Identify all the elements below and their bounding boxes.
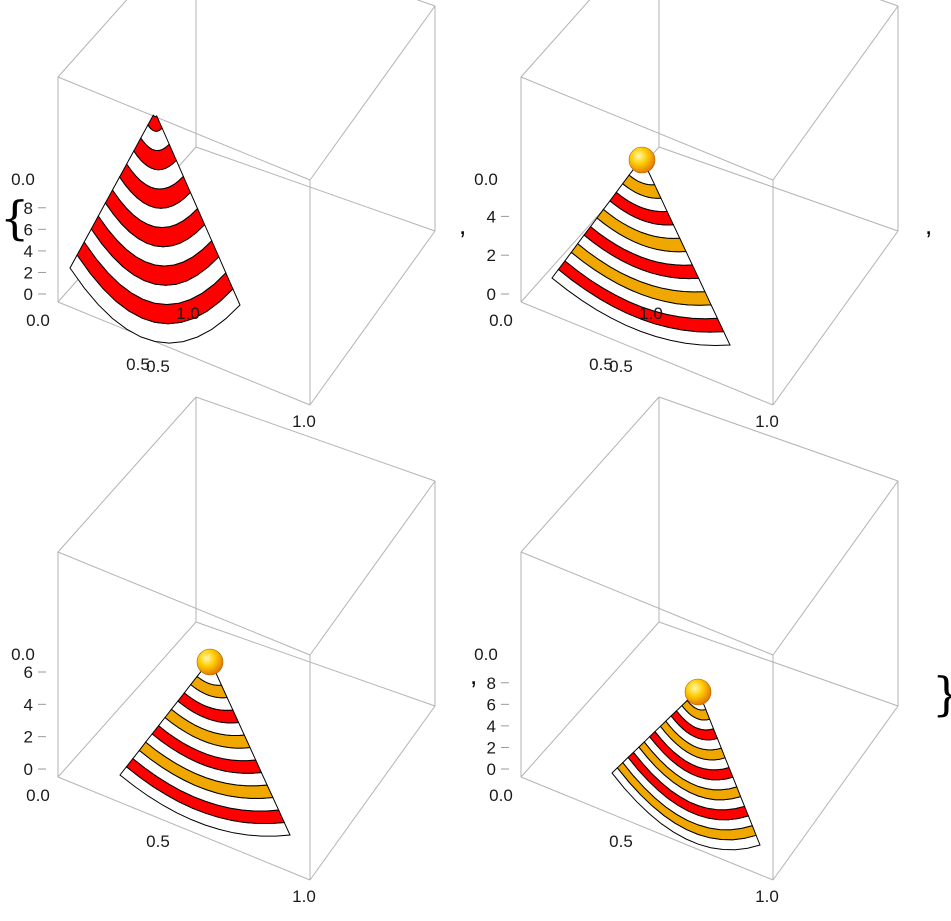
plot-panel-3: 1.0 0.5 0.0 0.0 0.5 1.0 0 2 4 6 — [11, 304, 436, 906]
y-tick-label: 0.5 — [126, 355, 150, 374]
box-edge — [520, 396, 660, 553]
x-tick-label: 1.0 — [755, 412, 779, 431]
list-separator-1: , — [459, 210, 466, 240]
x-tick-label: 0.0 — [26, 786, 50, 805]
y-tick-label: 0.0 — [11, 645, 35, 664]
box-edge — [658, 146, 899, 232]
z-tick-label: 0 — [487, 285, 496, 304]
z-tick-label: 2 — [487, 738, 496, 757]
box-edge — [57, 551, 311, 656]
box-edge — [195, 146, 436, 232]
list-close-brace: } — [932, 667, 951, 721]
plot-panel-1: 1.0 0.5 0.0 0.0 0.5 1.0 0 2 4 6 8 — [11, 0, 436, 431]
box-edge — [309, 480, 436, 656]
box-edge — [57, 396, 197, 553]
apex-sphere — [196, 648, 224, 676]
z-tick-label: 4 — [487, 207, 496, 226]
box-edge — [309, 230, 436, 406]
box-edge — [520, 76, 774, 181]
x-tick-label: 0.5 — [609, 357, 633, 376]
box-edge — [416, 0, 436, 7]
z-tick-label: 2 — [24, 263, 33, 282]
box-edge — [57, 621, 197, 778]
list-separator-2: , — [925, 210, 932, 240]
x-tick-label: 0.0 — [489, 786, 513, 805]
box-edge — [309, 705, 436, 881]
y-tick-label: 0.5 — [589, 355, 613, 374]
box-edge — [772, 5, 899, 181]
z-tick-label: 2 — [24, 728, 33, 747]
z-tick-label: 4 — [24, 695, 33, 714]
box-edge — [57, 776, 311, 881]
y-tick-label: 0.0 — [474, 170, 498, 189]
list-separator-3: , — [470, 660, 477, 690]
box-edge — [520, 621, 660, 778]
plot-panel-4: 1.0 0.5 0.0 0.0 0.5 1.0 0 2 4 6 8 — [474, 304, 899, 906]
box-edge — [658, 621, 899, 707]
x-tick-label: 0.0 — [489, 311, 513, 330]
box-edge — [195, 621, 436, 707]
box-edge — [57, 0, 128, 78]
z-tick-label: 0 — [24, 760, 33, 779]
z-tick-label: 6 — [24, 220, 33, 239]
y-tick-label: 1.0 — [639, 304, 663, 323]
box-edge — [520, 551, 774, 656]
apex-sphere — [628, 146, 656, 174]
box-edge — [520, 301, 774, 406]
x-tick-label: 0.5 — [146, 357, 170, 376]
list-open-brace: { — [0, 191, 29, 245]
z-tick-label: 8 — [24, 199, 33, 218]
z-tick-label: 8 — [487, 674, 496, 693]
x-tick-label: 1.0 — [755, 887, 779, 906]
box-edge — [879, 0, 899, 7]
z-tick-label: 4 — [487, 717, 496, 736]
box-edge — [520, 0, 591, 78]
box-edge — [658, 396, 899, 482]
box-edge — [195, 396, 436, 482]
z-tick-label: 2 — [487, 246, 496, 265]
z-tick-label: 4 — [24, 242, 33, 261]
box-edge — [309, 5, 436, 181]
z-tick-label: 0 — [24, 285, 33, 304]
box-edge — [772, 705, 899, 881]
x-tick-label: 1.0 — [292, 887, 316, 906]
x-tick-label: 0.5 — [609, 832, 633, 851]
y-tick-label: 0.0 — [11, 170, 35, 189]
box-edge — [772, 480, 899, 656]
x-tick-label: 0.5 — [146, 832, 170, 851]
z-tick-label: 0 — [487, 760, 496, 779]
surface-band — [147, 114, 163, 132]
x-tick-label: 1.0 — [292, 412, 316, 431]
box-edge — [772, 230, 899, 406]
plot-panel-2: 1.0 0.5 0.0 0.0 0.5 1.0 0 2 4 — [474, 0, 899, 431]
box-edge — [520, 776, 774, 881]
z-tick-label: 6 — [487, 695, 496, 714]
y-tick-label: 0.0 — [474, 645, 498, 664]
z-tick-label: 6 — [24, 663, 33, 682]
y-tick-label: 1.0 — [176, 304, 200, 323]
box-edge — [57, 301, 311, 406]
x-tick-label: 0.0 — [26, 311, 50, 330]
box-edge — [57, 76, 311, 181]
apex-sphere — [684, 678, 712, 706]
